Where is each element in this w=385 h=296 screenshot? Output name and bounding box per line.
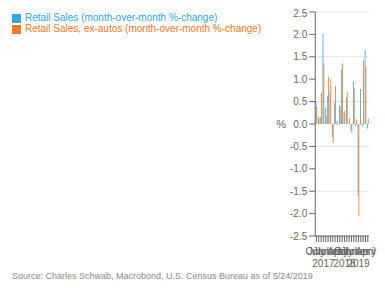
svg-text:-2.0: -2.0 — [290, 208, 308, 219]
svg-text:0.5: 0.5 — [293, 96, 307, 107]
svg-text:-2.5: -2.5 — [290, 231, 308, 242]
svg-text:0.0: 0.0 — [293, 119, 307, 130]
svg-text:-1.5: -1.5 — [290, 186, 308, 197]
svg-text:-0.5: -0.5 — [290, 141, 308, 152]
svg-text:%: % — [276, 118, 286, 130]
svg-text:January2019: January2019 — [341, 246, 377, 269]
svg-text:2.0: 2.0 — [293, 29, 307, 40]
svg-text:-1.0: -1.0 — [290, 163, 308, 174]
svg-text:April: April — [355, 246, 375, 257]
svg-text:2.5: 2.5 — [293, 8, 307, 19]
svg-text:1.0: 1.0 — [293, 74, 307, 85]
svg-text:1.5: 1.5 — [293, 51, 307, 62]
